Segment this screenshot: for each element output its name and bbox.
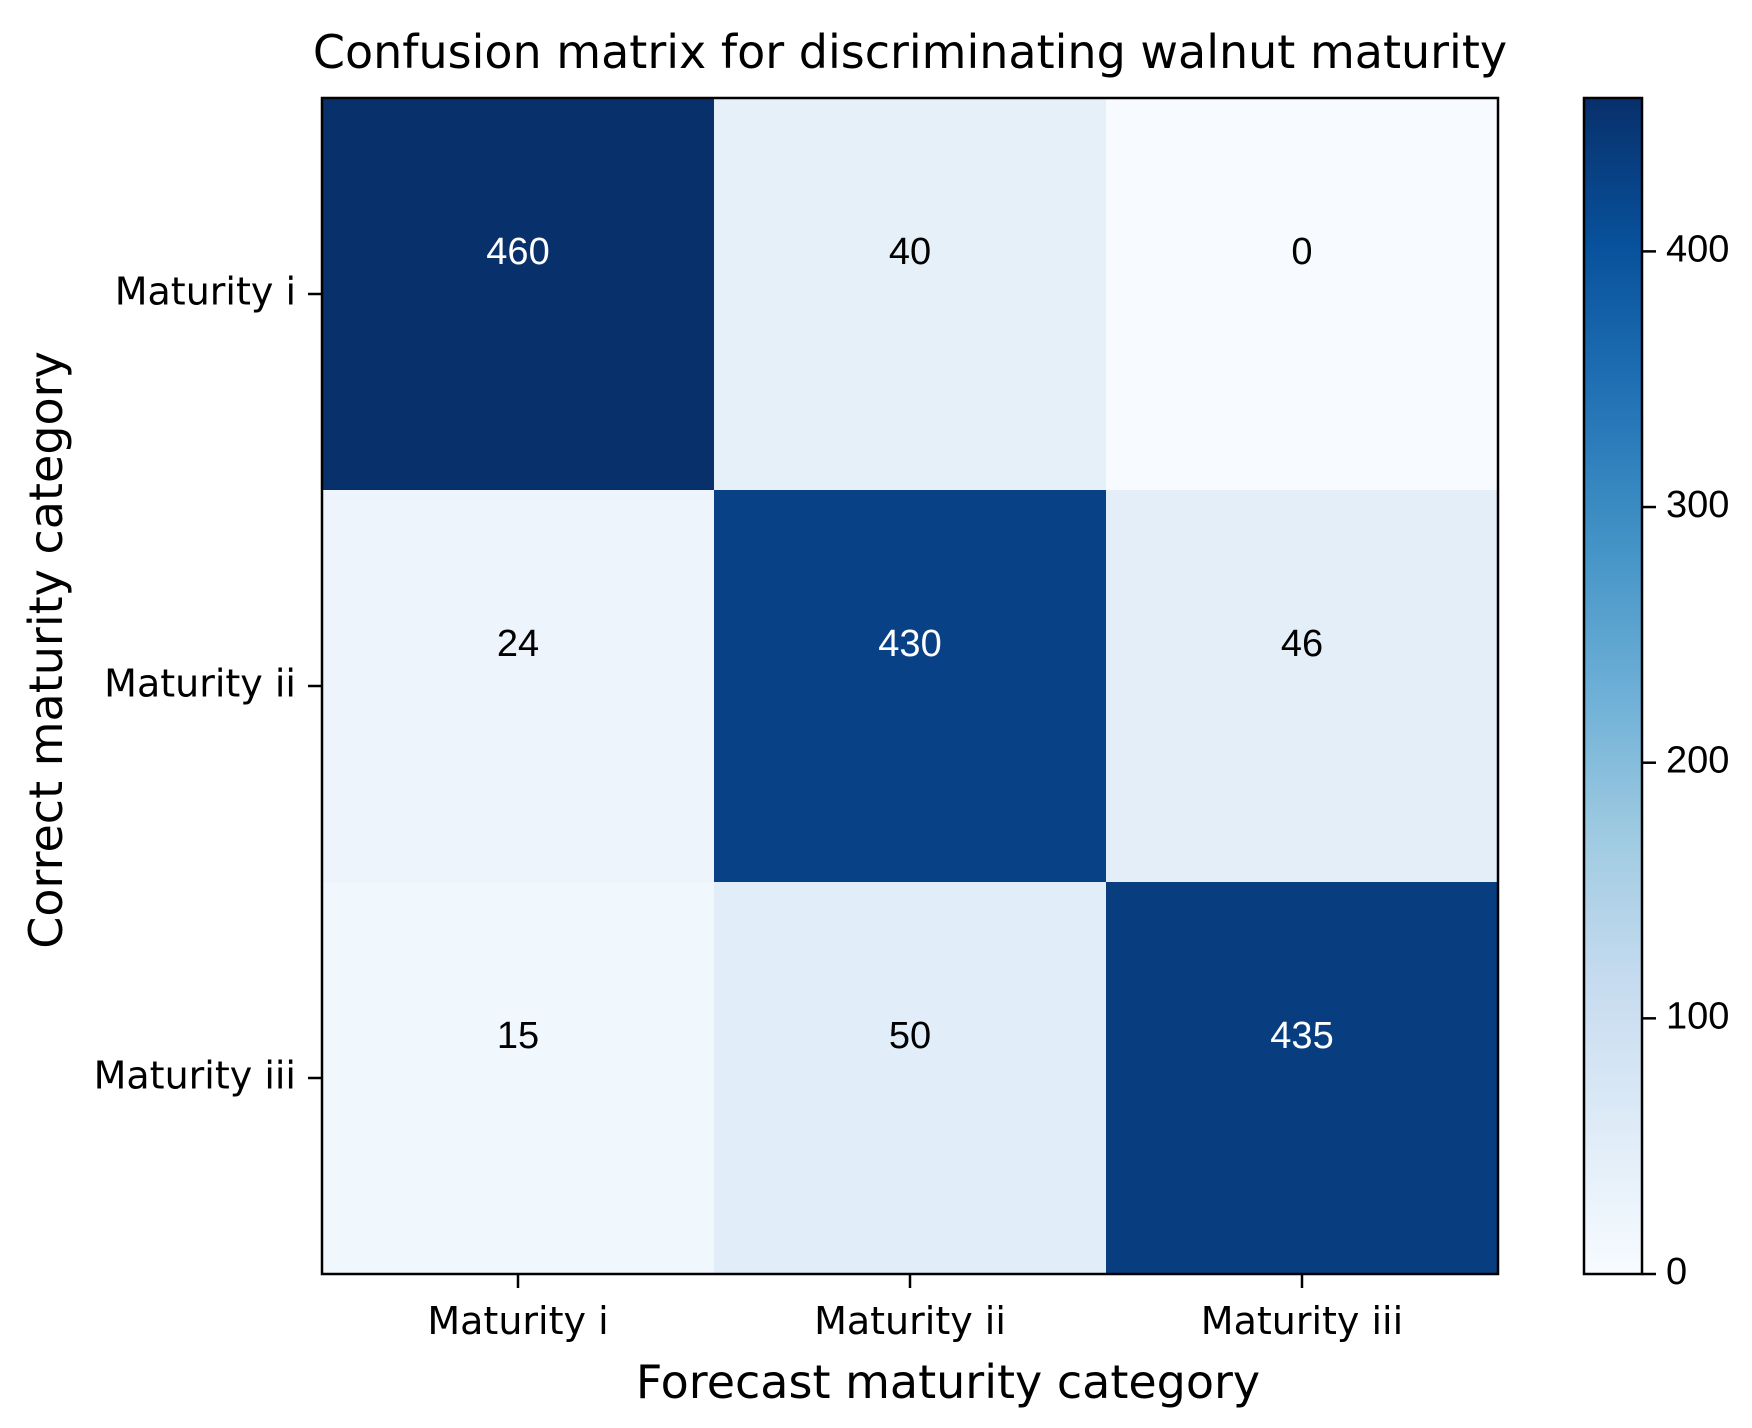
heatmap-cell [1106, 98, 1499, 491]
heatmap-cell [714, 490, 1107, 883]
cell-value-label: 46 [1281, 623, 1323, 665]
y-axis-label: Correct maturity category [19, 351, 73, 949]
colorbar-tick-label: 100 [1666, 995, 1729, 1037]
heatmap-cell-labels: 460 40 0 24 430 46 15 50 435 [486, 231, 1333, 1057]
x-axis-label: Forecast maturity category [636, 1355, 1260, 1409]
y-tick-label: Maturity iii [94, 1054, 296, 1098]
heatmap-cell [322, 98, 715, 491]
y-axis-ticks: Maturity i Maturity ii Maturity iii [94, 270, 322, 1098]
heatmap-cell [322, 490, 715, 883]
cell-value-label: 435 [1270, 1015, 1333, 1057]
cell-value-label: 0 [1291, 231, 1312, 273]
cell-value-label: 430 [878, 623, 941, 665]
colorbar-tick-label: 0 [1666, 1251, 1687, 1293]
x-tick-label: Maturity iii [1201, 1299, 1403, 1343]
heatmap-cell [714, 98, 1107, 491]
colorbar-tick-label: 200 [1666, 740, 1729, 782]
cell-value-label: 50 [889, 1015, 931, 1057]
colorbar [1582, 96, 1644, 1276]
cell-value-label: 15 [497, 1015, 539, 1057]
colorbar-tick-label: 400 [1666, 228, 1729, 270]
y-tick-label: Maturity ii [104, 662, 296, 706]
heatmap-cell [1106, 490, 1499, 883]
cell-value-label: 460 [486, 231, 549, 273]
y-tick-label: Maturity i [115, 270, 296, 314]
heatmap-cells [322, 98, 1499, 1275]
x-tick-label: Maturity ii [814, 1299, 1006, 1343]
chart-title: Confusion matrix for discriminating waln… [313, 25, 1507, 79]
heatmap-cell [322, 882, 715, 1275]
x-axis-ticks: Maturity i Maturity ii Maturity iii [427, 1274, 1403, 1343]
colorbar-ticks: 0 100 200 300 400 [1642, 228, 1729, 1293]
cell-value-label: 40 [889, 231, 931, 273]
heatmap-cell [714, 882, 1107, 1275]
heatmap-cell [1106, 882, 1499, 1275]
x-tick-label: Maturity i [427, 1299, 608, 1343]
colorbar-tick-label: 300 [1666, 484, 1729, 526]
cell-value-label: 24 [497, 623, 539, 665]
